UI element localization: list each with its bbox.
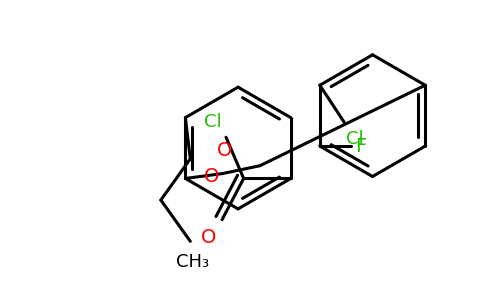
Text: CH₃: CH₃ — [176, 253, 209, 271]
Text: O: O — [217, 141, 232, 160]
Text: Cl: Cl — [204, 113, 222, 131]
Text: O: O — [204, 167, 219, 186]
Text: O: O — [201, 227, 216, 247]
Text: Cl: Cl — [347, 130, 364, 148]
Text: F: F — [355, 136, 366, 156]
